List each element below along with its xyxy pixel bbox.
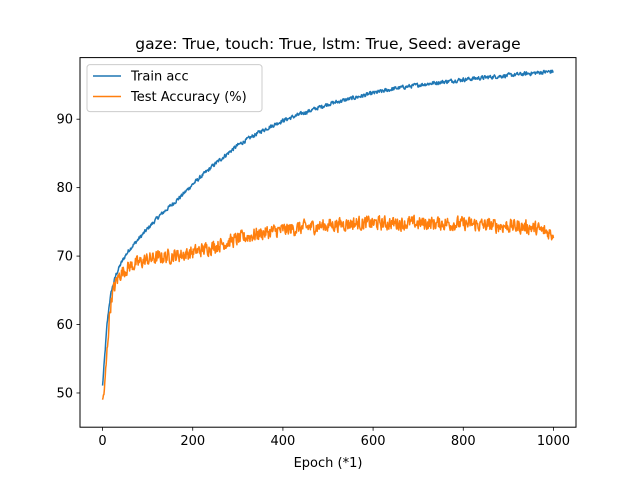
- series-line-0: [101, 69, 554, 386]
- x-axis: 0 200 400 600 800 1000: [98, 427, 570, 449]
- y-tick-label: 90: [56, 113, 73, 128]
- chart-title: gaze: True, touch: True, lstm: True, See…: [135, 35, 520, 53]
- plot-frame: [79, 57, 577, 428]
- x-tick-label: 0: [98, 434, 106, 449]
- x-tick-label: 800: [451, 434, 476, 449]
- legend-label: Train acc: [130, 70, 189, 85]
- x-tick-label: 400: [270, 434, 295, 449]
- y-axis: 50 60 70 80 90: [56, 113, 80, 401]
- y-tick-label: 50: [56, 386, 73, 401]
- legend: Train acc Test Accuracy (%): [86, 64, 263, 113]
- legend-label: Test Accuracy (%): [130, 90, 247, 105]
- y-tick-label: 70: [56, 250, 73, 265]
- series-line-1: [101, 214, 555, 400]
- x-tick-label: 1000: [537, 434, 570, 449]
- x-tick-label: 600: [361, 434, 386, 449]
- legend-box: [86, 64, 263, 113]
- y-tick-label: 60: [56, 318, 73, 333]
- x-tick-label: 200: [180, 434, 205, 449]
- plot-lines: [101, 69, 555, 400]
- x-axis-label: Epoch (*1): [294, 456, 363, 471]
- y-tick-label: 80: [56, 181, 73, 196]
